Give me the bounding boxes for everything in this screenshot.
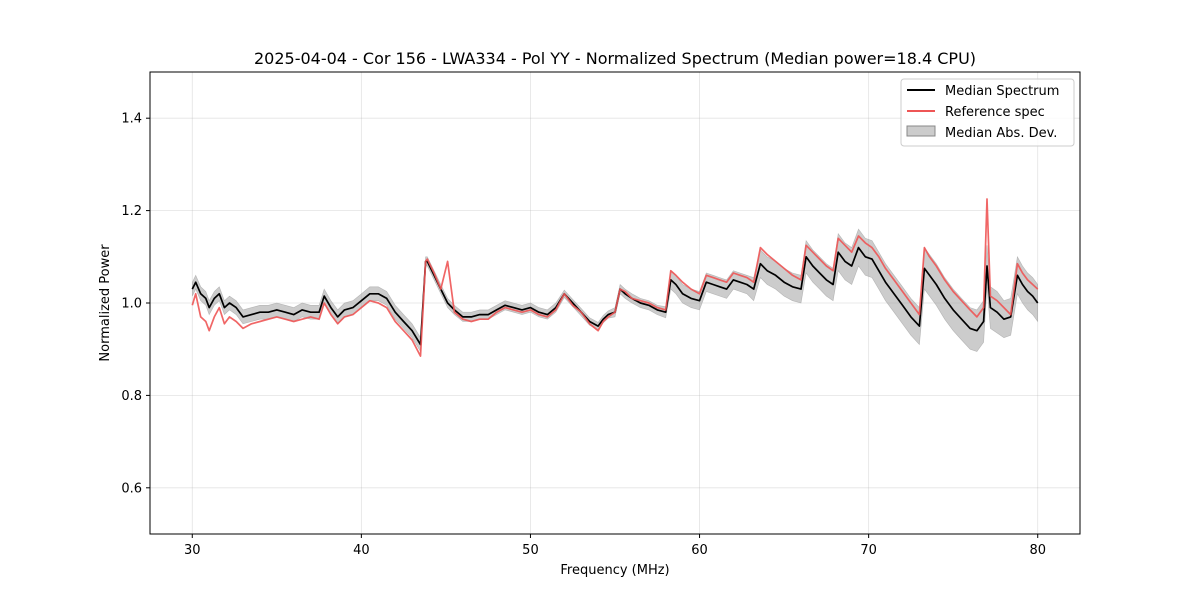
legend-reference-label: Reference spec [945,105,1045,120]
x-tick-label: 80 [1029,543,1046,558]
y-axis-label: Normalized Power [98,244,113,362]
x-tick-label: 70 [860,543,877,558]
y-tick-label: 1.2 [121,204,142,219]
y-tick-label: 1.4 [121,112,142,127]
chart-title: 2025-04-04 - Cor 156 - LWA334 - Pol YY -… [254,49,976,68]
x-tick-label: 40 [353,543,370,558]
legend-median-label: Median Spectrum [945,84,1059,99]
y-tick-label: 1.0 [121,297,142,312]
x-tick-label: 60 [691,543,708,558]
x-tick-label: 30 [184,543,201,558]
series-lines-layer [191,198,1039,357]
x-tick-label: 50 [522,543,539,558]
median-spectrum-line [191,246,1039,346]
legend-mad-swatch [906,125,936,137]
y-tick-label: 0.8 [121,389,142,404]
x-axis-label: Frequency (MHz) [560,563,669,578]
legend-box [900,78,1075,147]
y-tick-label: 0.6 [121,481,142,496]
y-axis-ticks: 0.6 0.8 1.0 1.2 1.4 [121,112,150,496]
legend-mad-label: Median Abs. Dev. [945,126,1057,141]
reference-spec-line [191,198,1039,357]
x-axis-ticks: 30 40 50 60 70 80 [184,534,1046,558]
legend: Median Spectrum Reference spec Median Ab… [900,78,1075,147]
